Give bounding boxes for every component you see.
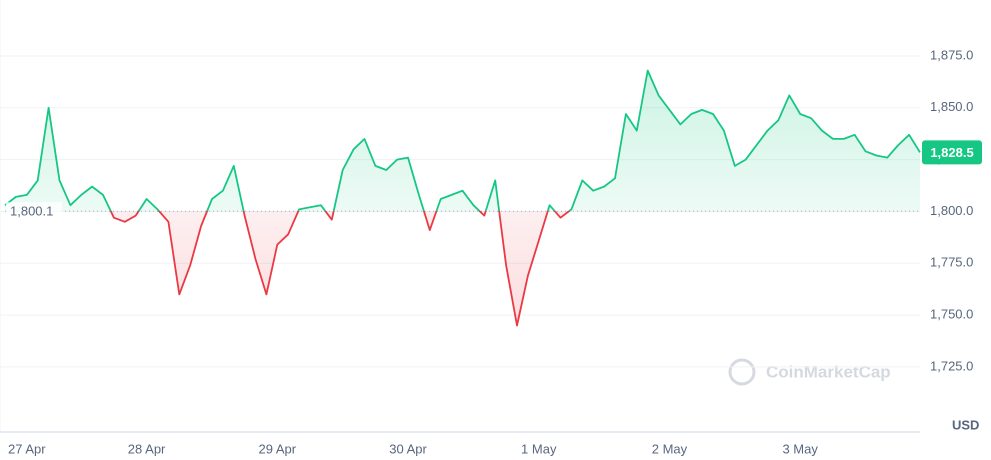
y-tick-label: 1,775.0 [930, 255, 973, 270]
x-tick-label: 30 Apr [389, 441, 427, 456]
x-tick-label: 29 Apr [259, 441, 297, 456]
y-tick-label: 1,750.0 [930, 307, 973, 322]
watermark: CoinMarketCap [728, 358, 891, 386]
x-tick-label: 3 May [782, 441, 818, 456]
axis-unit: USD [952, 417, 979, 432]
y-tick-label: 1,875.0 [930, 47, 973, 62]
watermark-text: CoinMarketCap [766, 362, 891, 381]
area [5, 70, 920, 326]
last-price-badge [922, 140, 982, 165]
x-tick-label: 27 Apr [8, 441, 46, 456]
baseline-label: 1,800.1 [10, 204, 53, 219]
y-tick-label: 1,800.0 [930, 203, 973, 218]
baseline-label-bg [6, 202, 62, 221]
x-tick-label: 28 Apr [128, 441, 166, 456]
x-tick-label: 1 May [521, 441, 557, 456]
y-tick-label: 1,725.0 [930, 358, 973, 373]
y-tick-label: 1,850.0 [930, 99, 973, 114]
price-line [4, 69, 921, 327]
x-tick-label: 2 May [652, 441, 688, 456]
last-price-label: 1,828.5 [930, 145, 973, 160]
